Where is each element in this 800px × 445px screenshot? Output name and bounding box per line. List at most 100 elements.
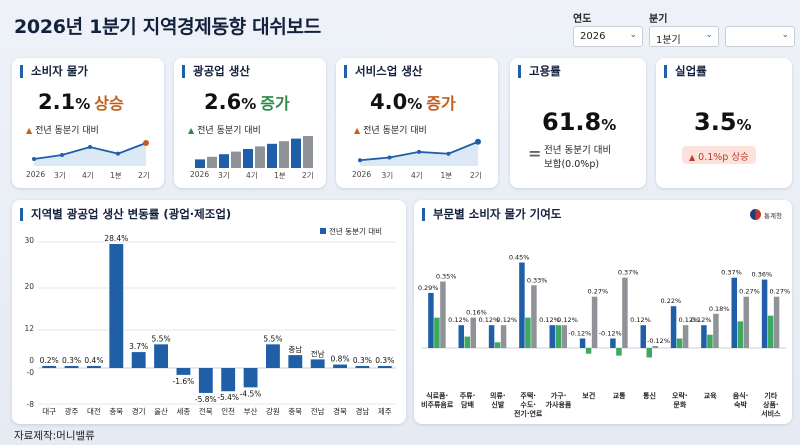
unemployment-card[interactable]: 실업률 3.5% ▲ 0.1%p 상승 bbox=[656, 58, 792, 188]
cpi-card[interactable]: 소비자 물가 2.1% 상승 ▲ 전년 동분기 대비 2026 3기 4기 1분 2기 bbox=[12, 58, 164, 188]
bar-green bbox=[494, 342, 501, 348]
bar bbox=[333, 364, 347, 368]
sparkline-point bbox=[387, 155, 392, 160]
blue-data-label: 0.36% bbox=[752, 271, 773, 279]
x-tick-label: 서비스 bbox=[761, 409, 781, 418]
employment-card[interactable]: 고용률 61.8% = 전년 동분기 대비 보합(0.0%p) bbox=[510, 58, 646, 188]
mini-bar bbox=[207, 156, 217, 168]
bar-data-label: -5.8% bbox=[195, 395, 217, 404]
bar bbox=[377, 366, 392, 368]
sparkline-point bbox=[358, 158, 362, 163]
x-tick-label: 신발 bbox=[491, 400, 504, 409]
bar-blue bbox=[579, 338, 586, 348]
mining-pct: % bbox=[241, 95, 257, 113]
bar-gray bbox=[682, 325, 689, 348]
bar-data-label: 5.5% bbox=[152, 334, 171, 343]
bar-blue bbox=[731, 277, 737, 348]
blue-data-label: 0.12% bbox=[539, 316, 560, 324]
bar-green bbox=[525, 317, 531, 348]
blue-data-label: -0.12% bbox=[568, 330, 591, 338]
x-tick-label: 숙박 bbox=[734, 400, 747, 409]
bar bbox=[310, 359, 325, 368]
y-tick-label: 0 bbox=[29, 356, 34, 365]
bar-blue bbox=[428, 292, 434, 348]
sparkline-point bbox=[60, 153, 64, 157]
x-tick-label: 교통 bbox=[613, 391, 626, 400]
bar-gray bbox=[591, 296, 598, 348]
mini-bar bbox=[303, 136, 313, 168]
x-tick-label: 충북 bbox=[288, 407, 302, 416]
regional-chart-panel: 지역별 광공업 생산 변동률 (광업·제조업) 전년 동분기 대비 30 20 12… bbox=[12, 200, 406, 424]
unemployment-card-title: 실업률 bbox=[664, 65, 707, 78]
bar-data-label: -5.4% bbox=[217, 393, 239, 402]
employment-sub1: 전년 동분기 대비 bbox=[544, 145, 612, 156]
spark-x-label: 2026 bbox=[190, 170, 210, 179]
x-tick-label: 세종 bbox=[177, 407, 191, 416]
footer-credit: 자료제작:머니밸류 bbox=[14, 430, 95, 442]
mining-number: 2.6 bbox=[204, 90, 242, 114]
bar-data-label: 충남 bbox=[288, 345, 302, 354]
extra-select[interactable]: ⌄ bbox=[725, 26, 795, 47]
service-number: 4.0 bbox=[370, 90, 408, 114]
mining-sub: ▲ 전년 동분기 대비 bbox=[188, 123, 261, 136]
bar-green bbox=[616, 348, 622, 356]
x-tick-label: 가사용품 bbox=[546, 400, 572, 409]
bar bbox=[131, 352, 146, 368]
bar-blue bbox=[761, 279, 768, 348]
x-tick-label: 경북 bbox=[333, 406, 347, 416]
cpi-number: 2.1 bbox=[38, 90, 76, 114]
x-tick-label: 문화 bbox=[673, 400, 686, 409]
spark-x-label: 2026 bbox=[26, 170, 46, 179]
gray-data-label: 0.33% bbox=[527, 276, 548, 284]
stats-logo: 통계청 bbox=[750, 209, 782, 220]
service-card[interactable]: 서비스업 생산 4.0% 증가 ▲ 전년 동분기 대비 2026 3기 4기 1분 2기 bbox=[336, 58, 498, 188]
blue-data-label: -0.12% bbox=[599, 330, 622, 338]
bar-data-label: 0.3% bbox=[353, 356, 372, 365]
service-sub-text: 전년 동분기 대비 bbox=[363, 126, 427, 136]
quarter-select[interactable]: 1분기 ⌄ bbox=[649, 26, 719, 47]
x-tick-label: 경기 bbox=[132, 406, 146, 416]
mining-sub-text: 전년 동분기 대비 bbox=[197, 126, 261, 136]
x-tick-label: 울산 bbox=[154, 406, 168, 416]
bar-green bbox=[464, 336, 470, 348]
x-tick-label: 충북 bbox=[109, 407, 123, 416]
y-tick-label: -0 bbox=[27, 368, 35, 377]
bar-blue bbox=[670, 306, 677, 348]
gray-data-label: 0.18% bbox=[709, 305, 730, 313]
x-tick-label: 강원 bbox=[266, 406, 280, 416]
year-select-value: 2026 bbox=[580, 31, 606, 42]
y-tick-label: 30 bbox=[24, 236, 34, 245]
x-tick-label: 의류· bbox=[490, 391, 506, 400]
page-title: 2026년 1분기 지역경제동향 대쉬보드 bbox=[14, 16, 321, 38]
filter-bar: 연도 분기 2026 ⌄ 1분기 ⌄ ⌄ bbox=[573, 8, 795, 48]
mining-card[interactable]: 광공업 생산 2.6% 증가 ▲ 전년 동분기 대비 2026 3기 4기 1분 2기 bbox=[174, 58, 326, 188]
regional-legend-text: 전년 동분기 대비 bbox=[329, 227, 383, 236]
x-tick-label: 주류· bbox=[460, 391, 476, 400]
unemployment-badge-text: 0.1%p 상승 bbox=[698, 152, 749, 163]
mini-bar bbox=[279, 141, 289, 168]
cpi-card-title: 소비자 물가 bbox=[20, 65, 88, 78]
service-value: 4.0% 증가 bbox=[370, 90, 456, 114]
bar bbox=[109, 244, 124, 368]
bar-gray bbox=[713, 313, 719, 348]
bar-gray bbox=[773, 296, 780, 348]
mining-value: 2.6% 증가 bbox=[204, 90, 290, 114]
service-pct: % bbox=[407, 95, 423, 113]
category-chart-title: 부문별 소비자 물가 기여도 bbox=[422, 208, 561, 221]
employment-card-title: 고용률 bbox=[518, 65, 561, 78]
regional-bar-chart: 30 20 12 0 -0 -8 0.2% 대구 0.3% 광주 0.4% 대전 28.4% 충북 3.7%… bbox=[24, 234, 396, 416]
spark-x-label: 4기 bbox=[246, 171, 258, 180]
chevron-down-icon: ⌄ bbox=[781, 30, 789, 40]
unemployment-value: 3.5% bbox=[694, 108, 752, 136]
gray-data-label: -0.12% bbox=[647, 337, 670, 345]
bar-data-label: 0.8% bbox=[331, 355, 350, 364]
x-tick-label: 오락· bbox=[672, 391, 688, 400]
bar bbox=[243, 368, 258, 388]
x-tick-label: 식료품· bbox=[426, 391, 448, 400]
sparkline-point bbox=[475, 138, 481, 145]
bar bbox=[198, 368, 213, 393]
blue-data-label: 0.29% bbox=[418, 284, 439, 292]
year-select[interactable]: 2026 ⌄ bbox=[573, 26, 643, 47]
blue-data-label: 0.12% bbox=[448, 316, 469, 324]
blue-data-label: 0.12% bbox=[691, 316, 712, 324]
